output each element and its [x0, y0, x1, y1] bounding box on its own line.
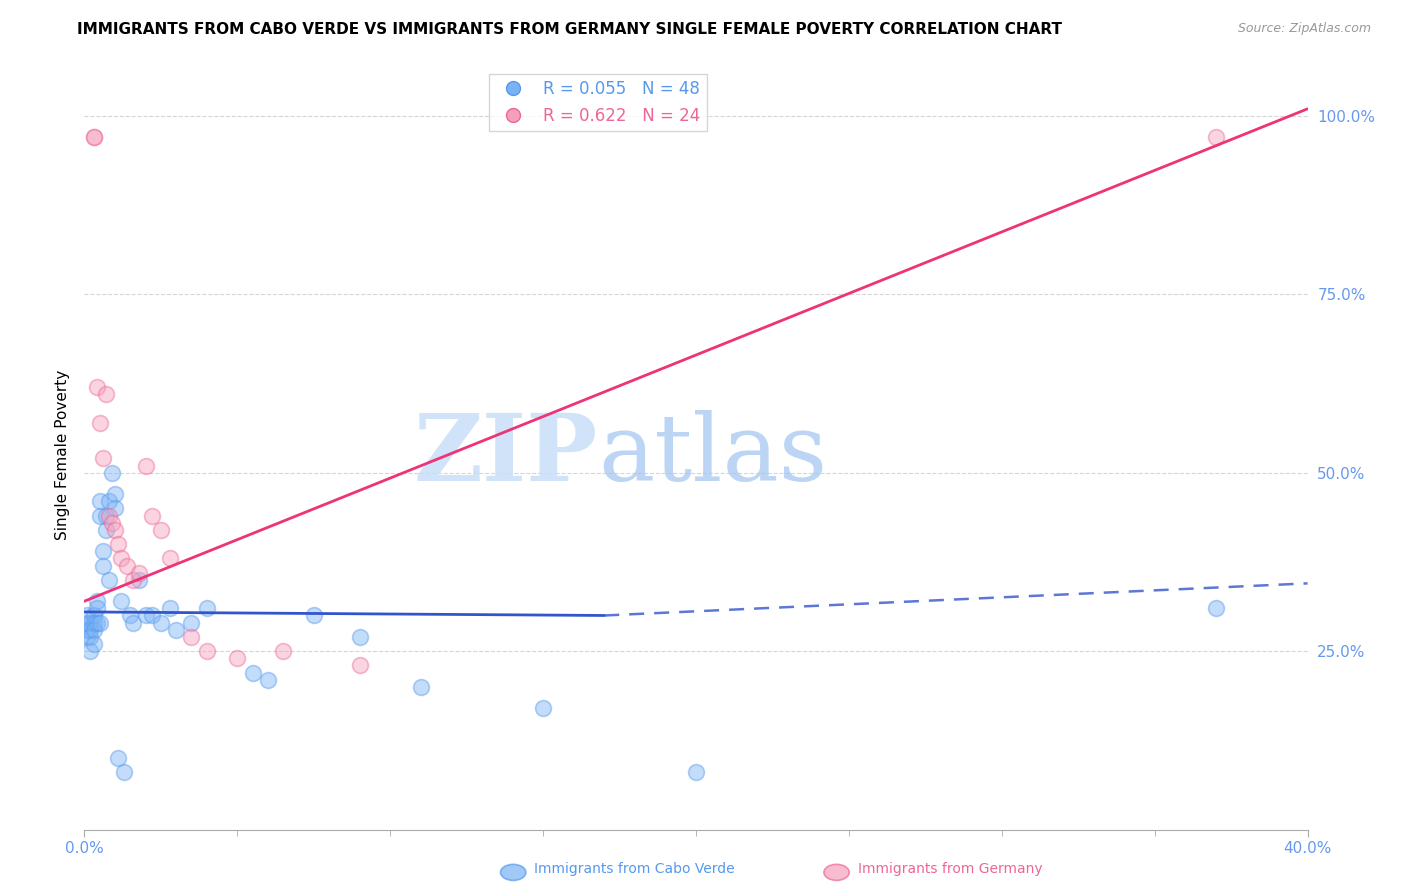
- Point: [128, 566, 150, 580]
- Point: [104, 487, 127, 501]
- Point: [76, 623, 98, 637]
- Point: [180, 615, 202, 630]
- Point: [76, 630, 98, 644]
- Point: [302, 608, 325, 623]
- Text: Immigrants from Cabo Verde: Immigrants from Cabo Verde: [534, 862, 735, 876]
- Point: [83, 608, 105, 623]
- Point: [1205, 601, 1227, 615]
- Point: [226, 651, 249, 665]
- Point: [110, 551, 132, 566]
- Point: [685, 765, 707, 780]
- Point: [79, 623, 101, 637]
- Point: [122, 573, 145, 587]
- Point: [83, 637, 105, 651]
- Point: [242, 665, 264, 680]
- Point: [86, 594, 108, 608]
- Point: [531, 701, 554, 715]
- Point: [94, 387, 117, 401]
- Point: [86, 601, 108, 615]
- Point: [101, 516, 124, 530]
- Point: [180, 630, 202, 644]
- Point: [83, 130, 105, 145]
- Point: [83, 615, 105, 630]
- Point: [112, 765, 135, 780]
- Point: [94, 523, 117, 537]
- Point: [107, 537, 129, 551]
- Point: [97, 508, 120, 523]
- Point: [257, 673, 280, 687]
- Point: [89, 416, 111, 430]
- Point: [83, 130, 105, 145]
- Point: [104, 523, 127, 537]
- Point: [165, 623, 187, 637]
- Point: [271, 644, 294, 658]
- Point: [91, 451, 114, 466]
- Point: [107, 751, 129, 765]
- Point: [97, 573, 120, 587]
- Point: [149, 615, 172, 630]
- Text: Immigrants from Germany: Immigrants from Germany: [858, 862, 1042, 876]
- Point: [76, 608, 98, 623]
- Point: [141, 508, 163, 523]
- Point: [120, 608, 142, 623]
- Point: [159, 551, 181, 566]
- Point: [135, 608, 157, 623]
- Point: [79, 630, 101, 644]
- Point: [97, 494, 120, 508]
- Point: [94, 508, 117, 523]
- Point: [79, 615, 101, 630]
- Point: [76, 615, 98, 630]
- Point: [149, 523, 172, 537]
- Point: [83, 623, 105, 637]
- Point: [89, 494, 111, 508]
- Point: [86, 380, 108, 394]
- Point: [349, 658, 371, 673]
- Y-axis label: Single Female Poverty: Single Female Poverty: [55, 370, 70, 540]
- Point: [110, 594, 132, 608]
- Text: ZIP: ZIP: [413, 410, 598, 500]
- Point: [104, 501, 127, 516]
- Point: [122, 615, 145, 630]
- Point: [89, 508, 111, 523]
- Point: [1205, 130, 1227, 145]
- Text: atlas: atlas: [598, 410, 827, 500]
- Legend: R = 0.055   N = 48, R = 0.622   N = 24: R = 0.055 N = 48, R = 0.622 N = 24: [489, 74, 707, 131]
- Point: [195, 601, 218, 615]
- Point: [195, 644, 218, 658]
- Point: [141, 608, 163, 623]
- Point: [79, 644, 101, 658]
- Point: [128, 573, 150, 587]
- Text: IMMIGRANTS FROM CABO VERDE VS IMMIGRANTS FROM GERMANY SINGLE FEMALE POVERTY CORR: IMMIGRANTS FROM CABO VERDE VS IMMIGRANTS…: [77, 22, 1063, 37]
- Point: [91, 544, 114, 558]
- Point: [115, 558, 138, 573]
- Point: [91, 558, 114, 573]
- Point: [86, 615, 108, 630]
- Point: [135, 458, 157, 473]
- Point: [159, 601, 181, 615]
- Point: [101, 466, 124, 480]
- Point: [349, 630, 371, 644]
- Point: [409, 680, 432, 694]
- Text: Source: ZipAtlas.com: Source: ZipAtlas.com: [1237, 22, 1371, 36]
- Point: [89, 615, 111, 630]
